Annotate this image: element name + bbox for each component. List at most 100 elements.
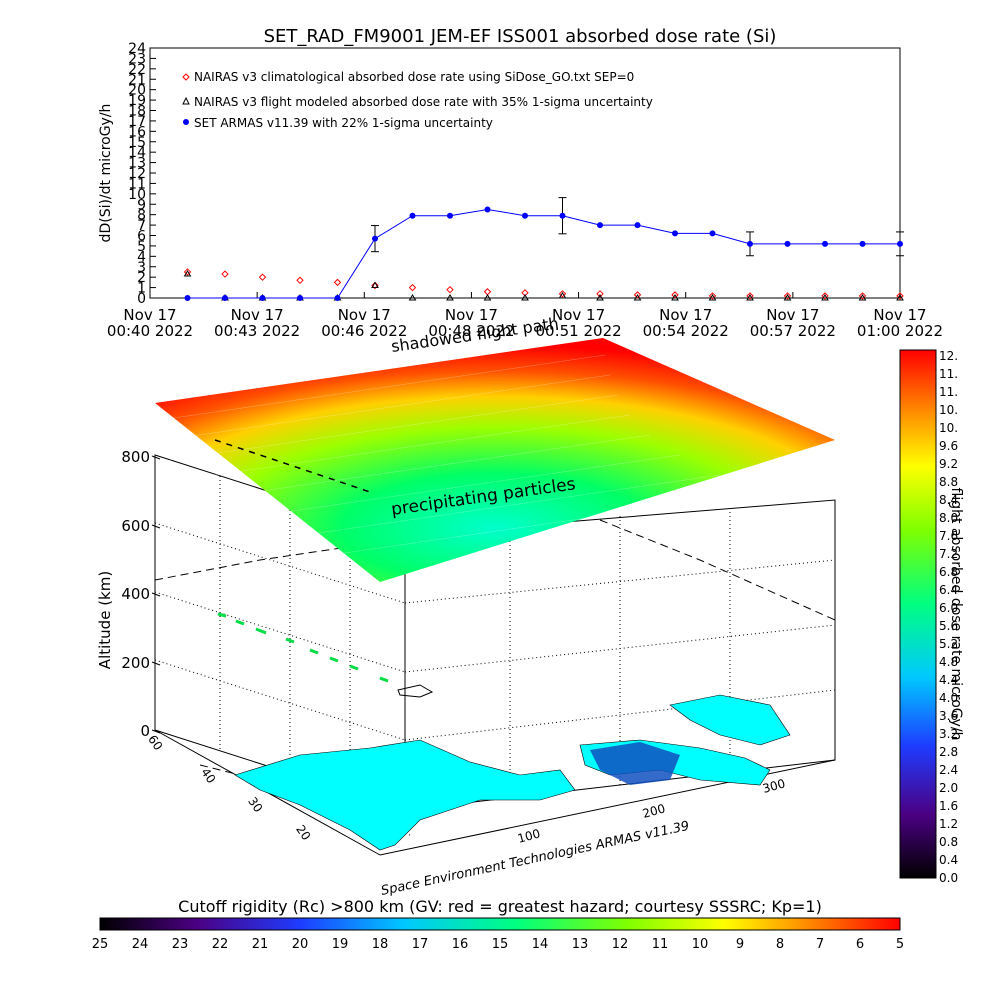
cutoff-rigidity-label: 9: [736, 937, 744, 952]
cutoff-rigidity-label: 12: [612, 937, 629, 952]
nairas-flight-point: [371, 281, 379, 288]
nairas-climatological-point: [858, 292, 867, 300]
top-y-tick-label: 2: [137, 270, 146, 286]
armas-point: [747, 240, 753, 247]
cutoff-rigidity-label: 5: [896, 937, 904, 952]
top-x-tick-label-date: Nov 17: [552, 306, 605, 324]
nairas-climatological-point: [708, 292, 717, 300]
top-x-tick-label-time: 00:48 2022: [428, 322, 514, 340]
dose-rate-surface: [155, 338, 835, 582]
armas-point: [522, 212, 528, 219]
top-x-tick-label-date: Nov 17: [445, 306, 498, 324]
top-y-tick-label: 11: [128, 176, 146, 192]
nairas-flight-point: [821, 294, 829, 301]
z-tick: [151, 524, 161, 529]
armas-point: [822, 240, 828, 247]
top-y-tick-label: 23: [128, 51, 146, 67]
nairas-flight-point: [521, 294, 529, 301]
top-y-tick-label: 7: [137, 218, 146, 234]
top-y-tick-label: 19: [128, 93, 146, 109]
nairas-climatological-point: [896, 292, 904, 300]
latitude-tick-label: 20: [293, 822, 313, 843]
top-x-tick-label-time: 00:54 2022: [643, 322, 729, 340]
cutoff-rigidity-label: 15: [492, 937, 509, 952]
longitude-ticks: 100 200 300: [516, 776, 787, 845]
top-x-tick-label-date: Nov 17: [766, 306, 819, 324]
dose-rate-colorbar-label: 8.8: [939, 475, 958, 489]
cutoff-rigidity-label: 20: [292, 937, 309, 952]
nairas-flight-point: [408, 294, 417, 301]
dose-rate-colorbar-label: 1.6: [939, 799, 958, 813]
top-x-tick-label-time: 00:46 2022: [321, 322, 407, 340]
shadowed-flight-path-line: [214, 439, 371, 493]
dose-rate-colorbar-label: 0.0: [939, 871, 958, 885]
cutoff-rigidity-label: 23: [172, 937, 189, 952]
armas-series-line: [187, 208, 900, 299]
top-y-tick-label: 18: [128, 104, 146, 120]
dose-rate-colorbar-label: 3.2: [939, 727, 958, 741]
dose-rate-colorbar-label: 8.0: [939, 511, 958, 525]
nairas-flight-point: [783, 294, 792, 301]
top-chart-title: SET_RAD_FM9001 JEM-EF ISS001 absorbed do…: [264, 26, 777, 47]
dose-rate-colorbar-label: 0.8: [939, 835, 958, 849]
cutoff-rigidity-label: 25: [92, 937, 109, 952]
dose-rate-colorbar-label: 12.: [939, 349, 958, 363]
nairas-climatological-point: [483, 288, 492, 296]
armas-point: [634, 222, 641, 229]
cutoff-rigidity-labels: 25 24 23 22 21 20 19 18 17 16 15 14 13 12 11 10 9 8 7 6 5: [92, 937, 904, 952]
dose-rate-colorbar-ramp: [899, 349, 937, 879]
dose-rate-colorbar-label: 9.2: [939, 457, 958, 471]
cutoff-rigidity-label: 21: [252, 937, 269, 952]
top-y-tick-label: 3: [137, 260, 146, 276]
top-y-tick-label: 6: [137, 229, 146, 245]
top-x-tick-label-date: Nov 17: [338, 306, 391, 324]
armas-point: [559, 212, 566, 219]
top-x-tick-label-date: Nov 17: [873, 306, 926, 324]
armas-point: [447, 212, 453, 219]
longitude-tick-label: 100: [516, 826, 542, 845]
dose-rate-colorbar-label: 1.2: [939, 817, 958, 831]
top-y-tick-label: 22: [128, 62, 146, 78]
legend-label-nairas-climatological: NAIRAS v3 climatological absorbed dose r…: [194, 70, 634, 84]
surface-hatching: [159, 354, 761, 559]
nairas-climatological-point: [671, 291, 679, 299]
top-y-axis-label: dD(Si)/dt microGy/h: [98, 104, 114, 243]
cutoff-rigidity-title: Cutoff rigidity (Rc) >800 km (GV: red = …: [178, 897, 822, 916]
top-y-tick-label: 15: [128, 135, 146, 151]
nairas-flight-point: [858, 294, 867, 301]
armas-point: [672, 230, 678, 237]
z-axis-ticks: 0 200 400 600 800: [121, 448, 161, 740]
top-x-tick-label-time: 00:40 2022: [107, 322, 193, 340]
armas-point: [597, 222, 603, 229]
cutoff-rigidity-colorbar: Cutoff rigidity (Rc) >800 km (GV: red = …: [92, 897, 904, 952]
dose-rate-colorbar-label: 3.6: [939, 709, 958, 723]
dose-rate-colorbar-label: 6.0: [939, 601, 958, 615]
top-y-tick-label: 8: [137, 208, 146, 224]
longitude-tick-label: 200: [641, 801, 667, 820]
z-tick: [151, 592, 161, 597]
armas-point: [859, 240, 866, 247]
dose-rate-colorbar-label: 2.4: [939, 763, 958, 777]
top-x-tick-label-date: Nov 17: [659, 306, 712, 324]
armas-point: [372, 235, 378, 242]
top-y-tick-label: 5: [137, 239, 146, 255]
nairas-climatological-point: [746, 292, 754, 300]
nairas-climatological-point: [296, 276, 304, 284]
cutoff-rigidity-label: 22: [212, 937, 229, 952]
legend-triangle-marker: [182, 96, 190, 105]
latitude-tick-label: 30: [245, 794, 265, 815]
top-legend: NAIRAS v3 climatological absorbed dose r…: [182, 70, 653, 130]
top-y-tick-label: 9: [137, 197, 146, 213]
top-y-tick-label: 20: [128, 83, 146, 99]
top-x-tick-label-time: 00:51 2022: [535, 322, 621, 340]
nairas-flight-point: [483, 294, 492, 301]
top-y-tick-label: 4: [137, 249, 146, 265]
nairas-climatological-point: [633, 291, 642, 299]
dose-rate-colorbar-label: 9.6: [939, 439, 958, 453]
cutoff-rigidity-label: 8: [776, 937, 784, 952]
armas-point: [259, 295, 266, 301]
nairas-flight-point: [746, 294, 754, 301]
